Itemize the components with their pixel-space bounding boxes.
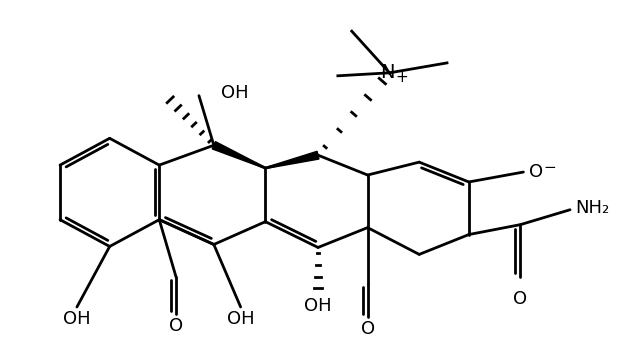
Text: N: N: [380, 63, 395, 82]
Text: O: O: [360, 320, 374, 338]
Text: −: −: [543, 159, 556, 174]
Text: OH: OH: [227, 310, 255, 328]
Text: OH: OH: [63, 310, 91, 328]
Text: O: O: [529, 163, 543, 181]
Text: OH: OH: [304, 297, 332, 315]
Text: NH₂: NH₂: [575, 199, 609, 217]
Text: O: O: [169, 317, 183, 335]
Text: OH: OH: [221, 84, 248, 102]
Polygon shape: [212, 142, 266, 168]
Text: +: +: [395, 70, 408, 85]
Polygon shape: [266, 151, 319, 168]
Text: O: O: [513, 290, 527, 308]
